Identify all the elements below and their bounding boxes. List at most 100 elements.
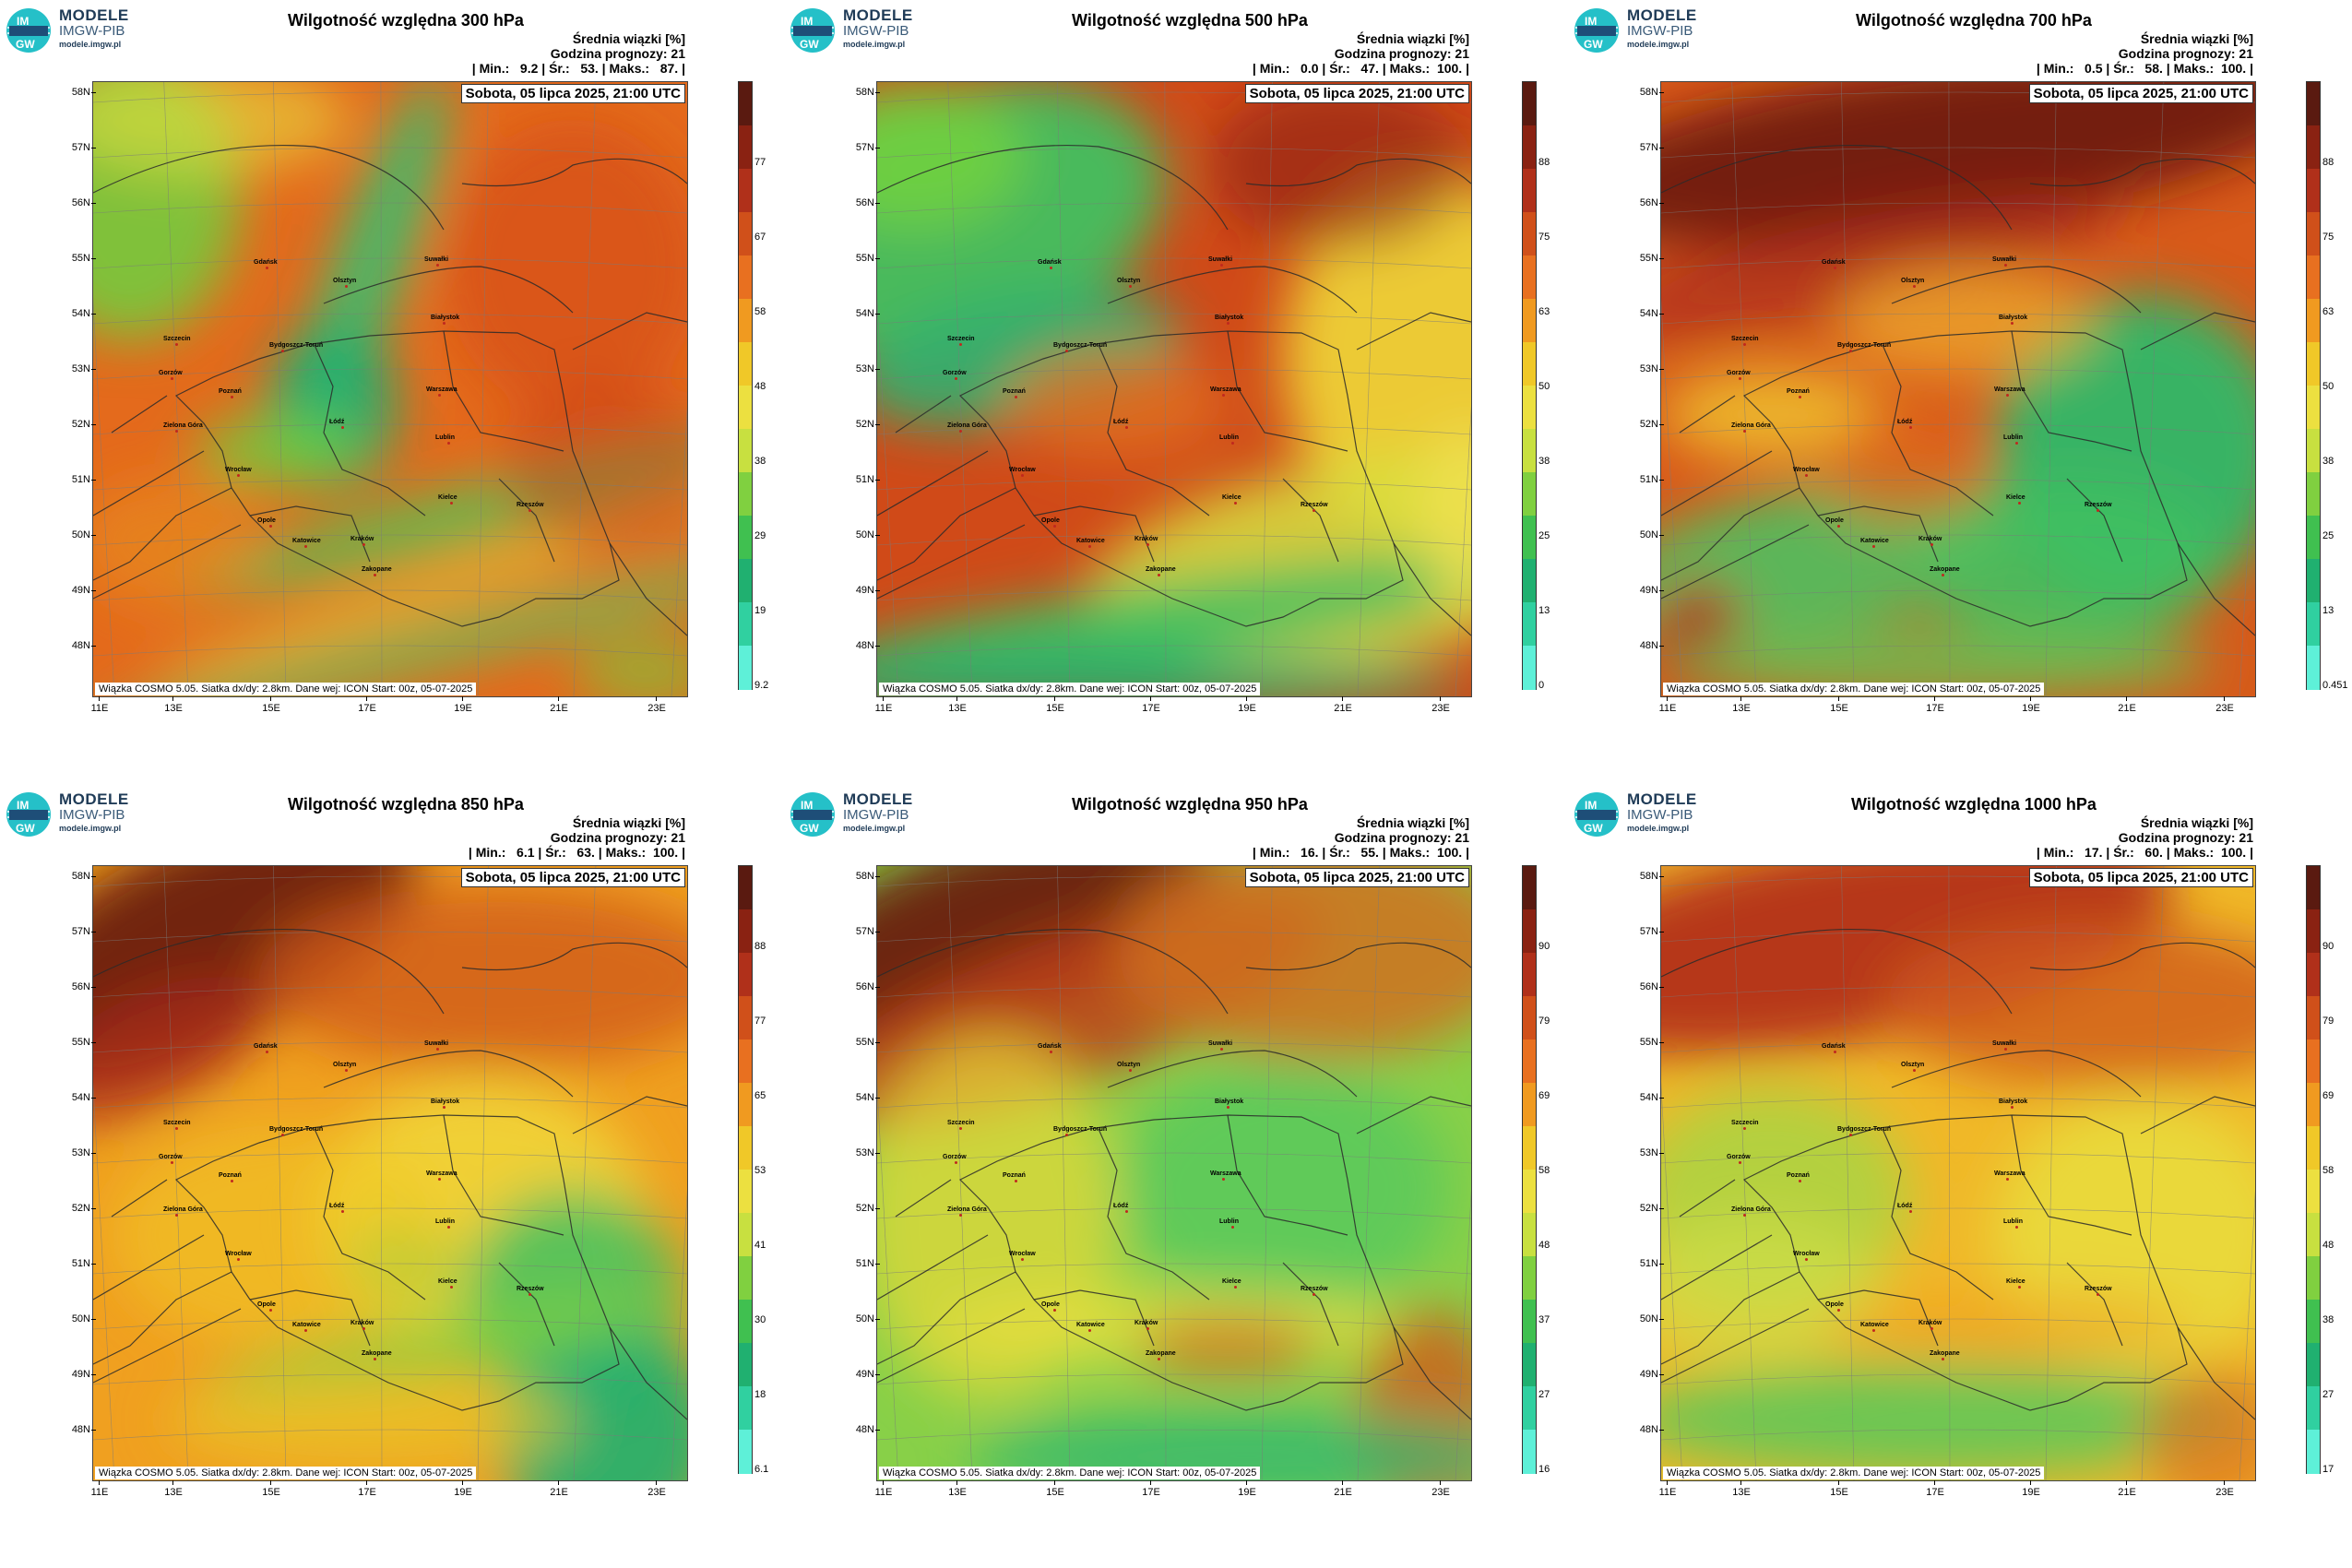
city-label: Kielce: [438, 494, 457, 501]
mean-label: Średnia wiązki [%]: [572, 815, 685, 830]
colorbar-segment: [2307, 1213, 2320, 1257]
city-label: Kraków: [1918, 1320, 1942, 1326]
city-marker: [450, 502, 453, 505]
latitude-label: 53N: [843, 363, 880, 374]
city-marker: [374, 1358, 376, 1360]
longitude-label: 17E: [1921, 696, 1949, 714]
colorbar-tick-label: 29: [754, 530, 766, 541]
city-label: Zielona Góra: [947, 1206, 987, 1213]
latitude-label: 50N: [843, 529, 880, 540]
colorbar-tick-label: 77: [754, 157, 766, 168]
colorbar-segment: [2307, 472, 2320, 517]
colorbar-segment: [739, 1430, 752, 1474]
city-label: Zakopane: [362, 1350, 392, 1357]
city-label: Łódź: [1897, 419, 1913, 425]
humidity-map: Gdańsk Olsztyn Suwałki Białystok Szczecin Byd…: [92, 865, 688, 1481]
city-marker: [1050, 267, 1052, 269]
city-label: Lublin: [2003, 1218, 2023, 1225]
city-marker: [1743, 1127, 1746, 1130]
city-marker: [1849, 1134, 1852, 1136]
longitude-label: 11E: [86, 1480, 113, 1498]
city-label: Kraków: [1134, 536, 1158, 542]
colorbar-segment: [2307, 212, 2320, 256]
colorbar-tick-label: 53: [754, 1165, 766, 1176]
city-marker: [1799, 1180, 1801, 1182]
longitude-label: 17E: [1137, 696, 1165, 714]
city-label: Zielona Góra: [1731, 422, 1771, 429]
city-label: Bydgoszcz-Toruń: [1053, 1126, 1108, 1133]
city-label: Suwałki: [1208, 256, 1233, 263]
stats-box: Średnia wiązki [%] Godzina prognozy: 21 | …: [1253, 31, 1469, 76]
city-marker: [281, 1134, 284, 1136]
city-marker: [1053, 525, 1056, 528]
longitude-label: 23E: [2211, 1480, 2239, 1498]
colorbar-tick-label: 25: [2322, 530, 2334, 541]
city-label: Kraków: [350, 1320, 374, 1326]
forecast-datetime: Sobota, 05 lipca 2025, 21:00 UTC: [460, 84, 685, 103]
colorbar-segment: [1523, 1213, 1536, 1257]
latitude-label: 57N: [59, 142, 96, 153]
city-label: Kielce: [1222, 494, 1241, 501]
city-marker: [175, 1127, 178, 1130]
colorbar-segment: [2307, 429, 2320, 473]
mean-label: Średnia wiązki [%]: [572, 31, 685, 46]
logo-text: MODELE IMGW-PIB modele.imgw.pl: [1627, 791, 1697, 833]
colorbar-segment: [1523, 996, 1536, 1040]
city-marker: [1231, 1226, 1234, 1229]
longitude-label: 13E: [1728, 696, 1755, 714]
latitude-label: 54N: [59, 308, 96, 319]
city-label: Białystok: [431, 315, 460, 321]
colorbar-segment: [739, 1343, 752, 1387]
city-label: Zakopane: [362, 566, 392, 573]
colorbar-tick-label: 0.451: [2322, 680, 2348, 691]
colorbar-tick-label: 77: [754, 1016, 766, 1027]
colorbar-tick-label: 17: [2322, 1464, 2334, 1475]
latitude-label: 56N: [1627, 197, 1664, 208]
city-marker: [2004, 264, 2007, 267]
city-marker: [1313, 1293, 1315, 1296]
latitude-label: 52N: [1627, 419, 1664, 430]
longitude-label: 17E: [353, 1480, 381, 1498]
city-label: Zakopane: [1930, 566, 1960, 573]
city-label: Opole: [257, 517, 276, 524]
city-label: Kielce: [438, 1278, 457, 1285]
city-marker: [1872, 1329, 1875, 1332]
city-marker: [1234, 1286, 1237, 1289]
brand-url: modele.imgw.pl: [843, 40, 906, 49]
city-marker: [450, 1286, 453, 1289]
svg-text:IM: IM: [17, 799, 29, 812]
city-marker: [1065, 1134, 1068, 1136]
longitude-label: 13E: [160, 1480, 187, 1498]
svg-text:IM: IM: [801, 15, 813, 28]
city-label: Poznań: [1003, 1172, 1026, 1179]
city-marker: [1222, 1178, 1225, 1181]
city-marker: [266, 1051, 268, 1053]
colorbar-tick-label: 65: [754, 1090, 766, 1101]
colorbar: [1522, 865, 1537, 1474]
brand-org: IMGW-PIB: [843, 23, 909, 39]
stats-box: Średnia wiązki [%] Godzina prognozy: 21 | …: [472, 31, 685, 76]
latitude-label: 48N: [1627, 1424, 1664, 1435]
city-marker: [374, 574, 376, 576]
model-footnote: Wiązka COSMO 5.05. Siatka dx/dy: 2.8km. …: [95, 1467, 477, 1479]
colorbar-tick-label: 30: [754, 1314, 766, 1325]
longitude-label: 19E: [449, 696, 477, 714]
latitude-label: 53N: [59, 1147, 96, 1158]
colorbar-segment: [2307, 646, 2320, 690]
colorbar-segment: [739, 516, 752, 560]
colorbar-tick-label: 37: [1538, 1314, 1550, 1325]
brand-name: MODELE: [843, 790, 913, 808]
brand-name: MODELE: [843, 6, 913, 24]
longitude-label: 13E: [160, 696, 187, 714]
colorbar-segment: [739, 996, 752, 1040]
colorbar-tick-label: 88: [1538, 157, 1550, 168]
stats-box: Średnia wiązki [%] Godzina prognozy: 21 | …: [1253, 815, 1469, 860]
longitude-label: 11E: [1654, 1480, 1681, 1498]
city-marker: [1053, 1309, 1056, 1312]
city-marker: [529, 509, 531, 512]
city-label: Warszawa: [426, 1170, 457, 1177]
city-label: Warszawa: [1994, 1170, 2025, 1177]
city-label: Gdańsk: [1038, 1043, 1062, 1050]
humidity-map: Gdańsk Olsztyn Suwałki Białystok Szczecin Byd…: [876, 81, 1472, 697]
city-marker: [2097, 1293, 2099, 1296]
